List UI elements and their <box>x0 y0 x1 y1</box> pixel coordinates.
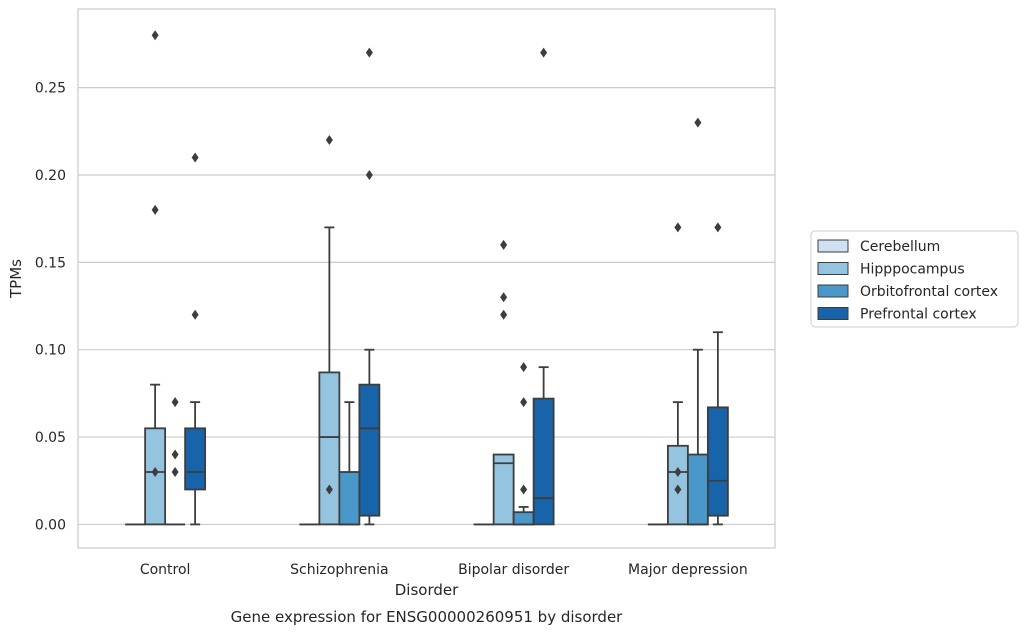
box-1-1 <box>318 135 341 526</box>
outlier-point <box>500 239 508 250</box>
y-axis-label: TPMs <box>7 259 25 299</box>
outlier-point <box>540 47 548 58</box>
y-tick-label: 0.05 <box>35 430 66 446</box>
box-3-3 <box>706 222 729 526</box>
legend-swatch <box>817 262 849 275</box>
legend-swatch <box>817 239 849 253</box>
outlier-point <box>500 292 508 303</box>
outlier-point <box>151 204 159 215</box>
y-tick-label: 0.15 <box>35 255 66 271</box>
legend-swatch <box>817 284 849 298</box>
outlier-point <box>674 222 682 233</box>
box-1-3 <box>358 47 381 526</box>
legend-label: Hipppocampus <box>860 262 965 278</box>
x-tick-label: Control <box>140 562 191 578</box>
legend: Cerebellum Hipppocampus Orbitofrontal cort… <box>810 230 1019 328</box>
box-2-2 <box>512 362 535 526</box>
outlier-point <box>674 466 682 477</box>
legend-frame <box>810 230 1019 328</box>
outlier-point <box>171 449 179 460</box>
outlier-point <box>325 135 333 146</box>
outlier-point <box>520 484 528 495</box>
outlier-point <box>325 484 333 495</box>
box-body <box>338 471 361 526</box>
box-3-1 <box>666 222 689 526</box>
y-tick-label: 0.25 <box>35 81 66 97</box>
box-plots <box>125 30 729 526</box>
outlier-point <box>191 309 199 320</box>
x-tick-label: Schizophrenia <box>290 562 388 578</box>
outlier-point <box>171 466 179 477</box>
box-2-3 <box>532 47 555 526</box>
outlier-point <box>171 397 179 408</box>
box-1-2 <box>338 401 361 526</box>
box-body <box>492 453 515 526</box>
box-0-3 <box>184 152 207 526</box>
outlier-point <box>365 169 373 180</box>
outlier-point <box>520 362 528 373</box>
x-tick-label: Bipolar disorder <box>458 562 569 578</box>
x-tick-label: Major depression <box>628 562 748 578</box>
outlier-point <box>500 309 508 320</box>
outlier-point <box>191 152 199 163</box>
outlier-point <box>714 222 722 233</box>
plot-frame <box>77 8 776 549</box>
outlier-point <box>365 47 373 58</box>
legend-label: Prefrontal cortex <box>860 307 977 323</box>
legend-label: Cerebellum <box>860 239 940 255</box>
box-0-2 <box>165 397 186 526</box>
outlier-point <box>151 466 159 477</box>
box-3-2 <box>686 117 709 526</box>
box-body <box>706 406 729 517</box>
box-0-1 <box>144 30 167 526</box>
outlier-point <box>694 117 702 128</box>
y-tick-label: 0.10 <box>35 343 66 359</box>
outlier-point <box>151 30 159 41</box>
outlier-point <box>520 397 528 408</box>
x-axis-label: Disorder <box>395 581 459 599</box>
chart-caption: Gene expression for ENSG00000260951 by d… <box>231 608 624 626</box>
box-body <box>512 511 535 526</box>
box-body <box>318 371 341 526</box>
x-tick-labels: Control Schizophrenia Bipolar disorder Majo… <box>140 562 748 578</box>
legend-swatch <box>817 307 849 320</box>
box-body <box>184 427 207 491</box>
y-tick-label: 0.00 <box>35 517 66 533</box>
outlier-point <box>674 484 682 495</box>
box-body <box>532 397 555 526</box>
box-body <box>358 383 381 517</box>
box-2-1 <box>492 239 515 526</box>
y-tick-label: 0.20 <box>35 168 66 184</box>
box-body <box>686 453 709 526</box>
legend-label: Orbitofrontal cortex <box>860 284 998 300</box>
y-tick-labels: 0.00 0.05 0.10 0.15 0.20 0.25 <box>35 81 66 534</box>
